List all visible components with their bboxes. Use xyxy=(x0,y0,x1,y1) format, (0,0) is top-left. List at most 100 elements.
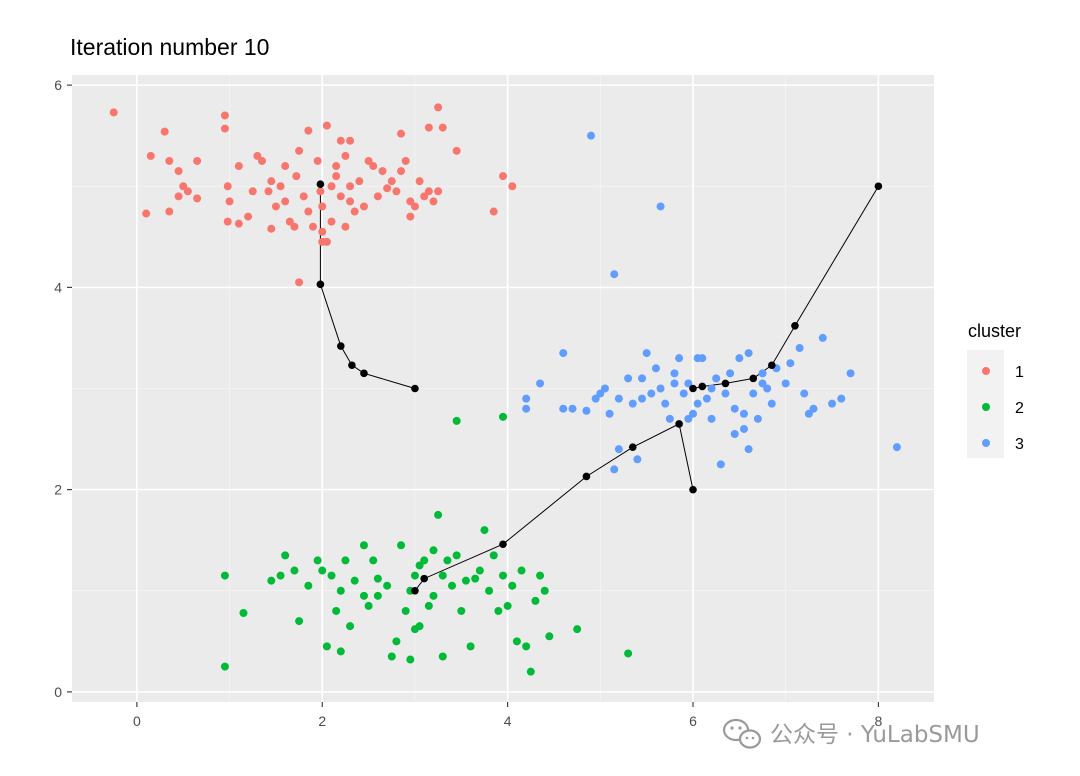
data-point-cluster-3 xyxy=(689,409,698,418)
data-point-cluster-1 xyxy=(410,202,419,211)
centroid-point xyxy=(411,586,419,595)
watermark-text: 公众号 · YuLabSMU xyxy=(770,722,980,748)
data-point-cluster-3 xyxy=(758,369,767,378)
data-point-cluster-3 xyxy=(628,399,637,408)
data-point-cluster-3 xyxy=(818,333,827,342)
data-point-cluster-2 xyxy=(434,510,443,519)
data-point-cluster-3 xyxy=(846,369,855,378)
data-point-cluster-3 xyxy=(582,406,591,415)
data-point-cluster-3 xyxy=(693,354,702,363)
data-point-cluster-1 xyxy=(392,187,401,196)
x-tick-label: 4 xyxy=(504,713,512,729)
data-point-cluster-3 xyxy=(809,404,818,413)
data-point-cluster-2 xyxy=(267,576,276,585)
legend-key-3 xyxy=(982,439,990,447)
centroid-point xyxy=(316,280,325,289)
data-point-cluster-2 xyxy=(304,581,313,590)
data-point-cluster-2 xyxy=(457,606,466,615)
y-tick-label: 6 xyxy=(54,77,62,93)
data-point-cluster-1 xyxy=(267,224,276,233)
data-point-cluster-3 xyxy=(735,354,744,363)
data-point-cluster-1 xyxy=(346,136,355,145)
data-point-cluster-1 xyxy=(258,156,267,165)
data-point-cluster-1 xyxy=(271,202,280,211)
data-point-cluster-2 xyxy=(332,606,341,615)
data-point-cluster-3 xyxy=(739,424,748,433)
data-point-cluster-1 xyxy=(373,192,382,201)
data-point-cluster-1 xyxy=(264,187,273,196)
data-point-cluster-3 xyxy=(716,460,725,469)
data-point-cluster-3 xyxy=(679,389,688,398)
data-point-cluster-2 xyxy=(512,637,521,646)
data-point-cluster-1 xyxy=(316,187,325,196)
data-point-cluster-3 xyxy=(656,202,665,211)
data-point-cluster-2 xyxy=(359,541,368,550)
centroid-point xyxy=(749,374,758,383)
data-point-cluster-3 xyxy=(605,409,614,418)
data-point-cluster-3 xyxy=(828,399,837,408)
data-point-cluster-2 xyxy=(443,556,452,565)
data-point-cluster-3 xyxy=(568,404,577,413)
data-point-cluster-2 xyxy=(410,625,419,634)
data-point-cluster-2 xyxy=(448,581,457,590)
data-point-cluster-3 xyxy=(684,379,693,388)
centroid-point xyxy=(348,361,356,370)
data-point-cluster-1 xyxy=(290,222,299,231)
data-point-cluster-2 xyxy=(346,622,355,631)
data-point-cluster-2 xyxy=(392,637,401,646)
data-point-cluster-2 xyxy=(485,586,494,595)
data-point-cluster-2 xyxy=(387,652,396,661)
data-point-cluster-1 xyxy=(174,192,183,201)
data-point-cluster-3 xyxy=(739,409,748,418)
data-point-cluster-1 xyxy=(369,162,378,171)
data-point-cluster-3 xyxy=(661,399,670,408)
data-point-cluster-1 xyxy=(346,182,355,191)
x-tick-label: 8 xyxy=(874,713,882,729)
data-point-cluster-2 xyxy=(383,581,392,590)
y-tick-label: 0 xyxy=(54,684,62,700)
plot-panel xyxy=(72,75,934,702)
centroid-point xyxy=(360,369,368,378)
data-point-cluster-1 xyxy=(424,187,433,196)
y-tick-label: 2 xyxy=(54,482,62,498)
data-point-cluster-3 xyxy=(638,394,647,403)
centroid-point xyxy=(874,182,883,191)
data-point-cluster-1 xyxy=(327,182,336,191)
data-point-cluster-2 xyxy=(424,601,433,610)
data-point-cluster-1 xyxy=(318,202,327,211)
data-point-cluster-3 xyxy=(730,404,739,413)
data-point-cluster-1 xyxy=(308,222,317,231)
data-point-cluster-1 xyxy=(341,222,350,231)
data-point-cluster-1 xyxy=(387,177,396,186)
data-point-cluster-3 xyxy=(642,349,651,358)
data-point-cluster-3 xyxy=(614,445,623,454)
data-point-cluster-1 xyxy=(434,103,443,112)
data-point-cluster-1 xyxy=(304,207,313,216)
data-point-cluster-1 xyxy=(234,162,243,171)
data-point-cluster-1 xyxy=(406,212,415,221)
data-point-cluster-3 xyxy=(633,455,642,464)
data-point-cluster-2 xyxy=(364,601,373,610)
data-point-cluster-1 xyxy=(165,156,174,165)
x-tick-label: 0 xyxy=(133,713,141,729)
centroid-point xyxy=(689,485,697,494)
data-point-cluster-2 xyxy=(336,586,345,595)
data-point-cluster-1 xyxy=(299,192,308,201)
data-point-cluster-1 xyxy=(165,207,174,216)
data-point-cluster-2 xyxy=(318,566,327,575)
centroid-point xyxy=(411,384,419,393)
data-point-cluster-2 xyxy=(369,556,378,565)
data-point-cluster-3 xyxy=(758,379,767,388)
data-point-cluster-2 xyxy=(420,556,429,565)
data-point-cluster-2 xyxy=(401,606,410,615)
data-point-cluster-1 xyxy=(292,172,301,181)
data-point-cluster-2 xyxy=(290,566,299,575)
data-point-cluster-2 xyxy=(410,571,419,580)
data-point-cluster-3 xyxy=(707,414,716,423)
data-point-cluster-3 xyxy=(795,344,804,353)
data-point-cluster-3 xyxy=(837,394,846,403)
data-point-cluster-1 xyxy=(383,184,392,193)
data-point-cluster-2 xyxy=(536,571,545,580)
data-point-cluster-1 xyxy=(332,162,341,171)
